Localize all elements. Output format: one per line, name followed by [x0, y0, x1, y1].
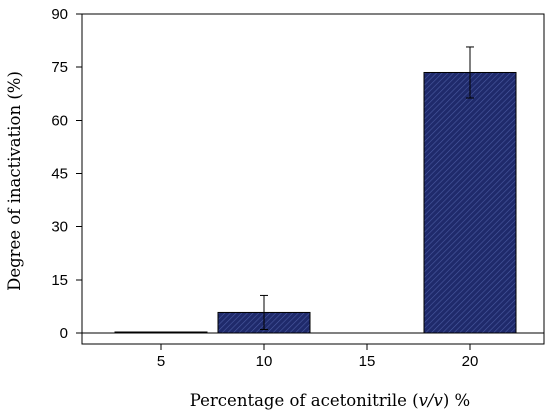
y-tick-label: 45	[51, 166, 68, 183]
x-tick-label: 5	[157, 353, 165, 370]
bar-20	[423, 71, 517, 334]
plot-frame	[81, 13, 545, 345]
y-tick-label: 60	[51, 112, 68, 129]
x-axis-ticks: 5 10 15 20	[157, 344, 479, 370]
x-axis-title: Percentage of acetonitrile (v/v) %	[190, 391, 470, 410]
x-axis-title-suffix: ) %	[443, 391, 470, 410]
x-axis-title-prefix: Percentage of acetonitrile (	[190, 391, 419, 410]
y-tick-label: 75	[51, 59, 68, 76]
y-tick-label: 15	[51, 272, 68, 289]
error-bars	[260, 46, 474, 330]
bar-5	[114, 331, 208, 334]
y-tick-label: 90	[51, 6, 68, 23]
x-tick-label: 15	[359, 353, 376, 370]
x-tick-label: 20	[462, 353, 479, 370]
y-axis-ticks: 0 15 30 45 60 75 90	[51, 6, 544, 342]
y-tick-label: 30	[51, 219, 68, 236]
x-tick-label: 10	[256, 353, 273, 370]
y-tick-label: 0	[60, 325, 68, 342]
bar-series	[114, 71, 517, 334]
x-axis-title-italic: v/v	[419, 391, 444, 410]
y-axis-title: Degree of inactivation (%)	[5, 71, 24, 291]
